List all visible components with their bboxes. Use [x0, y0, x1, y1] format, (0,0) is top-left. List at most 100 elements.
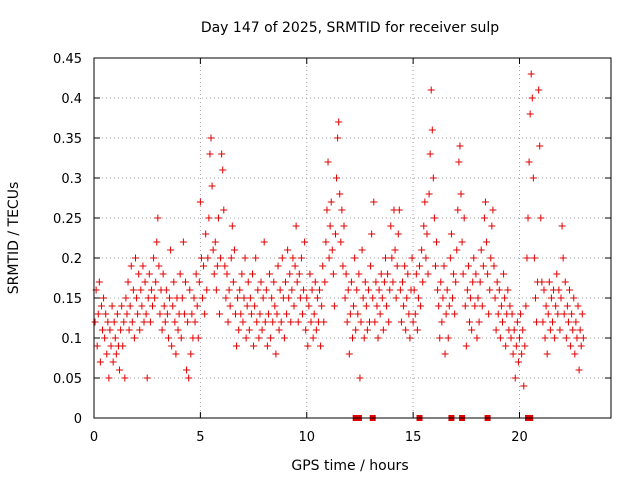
data-point	[236, 286, 244, 294]
data-point	[257, 278, 265, 286]
data-point	[558, 222, 566, 230]
x-tick-label: 20	[511, 430, 528, 445]
data-point	[394, 230, 402, 238]
data-point	[492, 326, 500, 334]
data-point	[153, 238, 161, 246]
data-point	[494, 310, 502, 318]
x-tick-label: 0	[90, 430, 98, 445]
data-point	[146, 318, 154, 326]
data-point	[341, 294, 349, 302]
data-point	[361, 278, 369, 286]
data-point	[284, 246, 292, 254]
data-point	[577, 342, 585, 350]
x-tick-label: 10	[298, 430, 315, 445]
data-point	[134, 310, 142, 318]
data-point	[557, 294, 565, 302]
data-point	[149, 302, 157, 310]
data-point	[307, 318, 315, 326]
data-point	[323, 206, 331, 214]
data-point	[542, 302, 550, 310]
data-point	[451, 310, 459, 318]
data-point	[506, 302, 514, 310]
x-tick-label: 5	[196, 430, 204, 445]
data-point	[227, 254, 235, 262]
data-point	[303, 294, 311, 302]
data-point	[441, 350, 449, 358]
data-point	[403, 294, 411, 302]
data-point	[454, 206, 462, 214]
data-point	[249, 270, 257, 278]
data-point	[244, 278, 252, 286]
data-point	[480, 214, 488, 222]
data-point	[119, 342, 127, 350]
data-point	[241, 254, 249, 262]
data-point	[579, 334, 587, 342]
chart-title: Day 147 of 2025, SRMTID for receiver sul…	[201, 20, 499, 36]
data-point	[219, 166, 227, 174]
data-point	[267, 334, 275, 342]
data-point	[569, 326, 577, 334]
data-point	[435, 302, 443, 310]
data-point	[144, 294, 152, 302]
data-point	[423, 230, 431, 238]
data-point	[397, 318, 405, 326]
data-point	[273, 310, 281, 318]
data-point	[434, 286, 442, 294]
data-point	[483, 238, 491, 246]
data-point	[344, 286, 352, 294]
data-point	[556, 326, 564, 334]
data-point	[113, 310, 121, 318]
data-point	[444, 334, 452, 342]
data-point	[223, 270, 231, 278]
data-point	[477, 246, 485, 254]
data-point	[455, 158, 463, 166]
data-point	[95, 278, 103, 286]
data-point	[185, 374, 193, 382]
data-point	[342, 270, 350, 278]
data-point	[103, 350, 111, 358]
data-point	[347, 278, 355, 286]
y-tick-label: 0.05	[53, 372, 82, 387]
data-point	[105, 374, 113, 382]
data-point	[328, 246, 336, 254]
data-point	[343, 318, 351, 326]
data-point	[405, 310, 413, 318]
data-point	[242, 334, 250, 342]
data-point	[367, 262, 375, 270]
data-point	[393, 262, 401, 270]
data-point	[225, 286, 233, 294]
data-point	[468, 326, 476, 334]
data-point	[262, 286, 270, 294]
data-point	[289, 254, 297, 262]
data-point	[327, 198, 335, 206]
data-point	[133, 294, 141, 302]
data-point	[150, 254, 158, 262]
data-point	[474, 294, 482, 302]
data-point	[511, 374, 519, 382]
data-point	[543, 350, 551, 358]
data-point	[274, 262, 282, 270]
data-point	[374, 334, 382, 342]
data-point	[239, 318, 247, 326]
data-point	[428, 126, 436, 134]
data-point	[334, 134, 342, 142]
data-point	[291, 262, 299, 270]
data-point	[470, 254, 478, 262]
data-point	[575, 366, 583, 374]
data-point	[391, 246, 399, 254]
data-point	[389, 278, 397, 286]
data-point	[250, 342, 258, 350]
data-point	[154, 214, 162, 222]
data-point	[446, 254, 454, 262]
data-point	[330, 302, 338, 310]
data-point	[247, 310, 255, 318]
data-point	[481, 198, 489, 206]
data-point	[533, 318, 541, 326]
data-point	[230, 246, 238, 254]
data-point	[346, 310, 354, 318]
data-point	[349, 334, 356, 342]
data-point	[381, 254, 389, 262]
data-point	[107, 342, 115, 350]
data-point	[538, 278, 546, 286]
data-point	[264, 310, 272, 318]
